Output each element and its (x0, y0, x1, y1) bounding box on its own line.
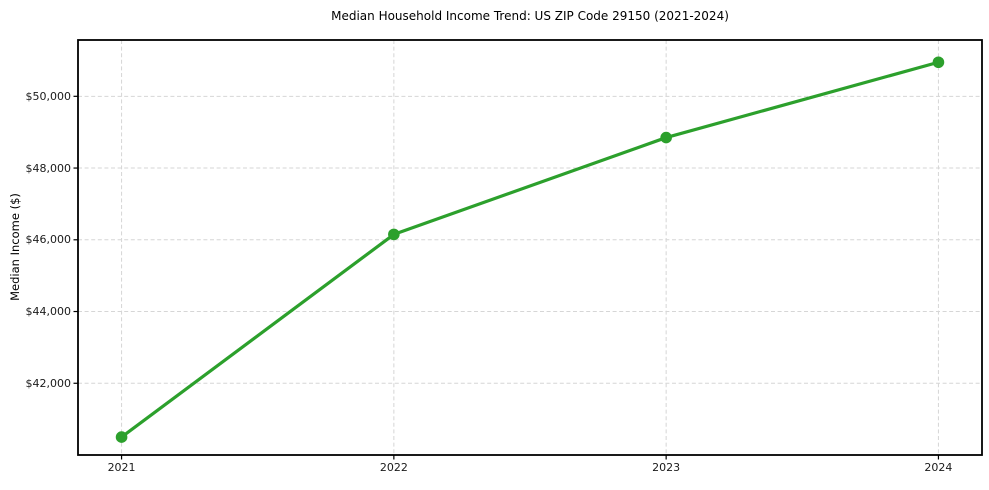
plot-frame (77, 39, 983, 456)
x-tick-label: 2023 (652, 461, 681, 474)
y-axis-label: Median Income ($) (8, 193, 22, 301)
chart-title: Median Household Income Trend: US ZIP Co… (331, 9, 729, 23)
y-tick-label: $46,000 (25, 233, 72, 247)
data-point-marker (932, 56, 945, 69)
y-tick-label: $50,000 (25, 89, 72, 103)
x-tick-label: 2022 (379, 461, 408, 474)
y-tick-label: $48,000 (25, 161, 72, 175)
trend-line (119, 60, 941, 439)
data-point-marker (660, 131, 672, 144)
data-point-marker (115, 431, 128, 443)
y-tick-label: $42,000 (25, 376, 72, 390)
data-point-marker (388, 228, 400, 241)
x-tick-label: 2021 (107, 461, 136, 474)
x-tick-label: 2024 (924, 461, 953, 474)
y-tick-label: $44,000 (25, 305, 72, 319)
